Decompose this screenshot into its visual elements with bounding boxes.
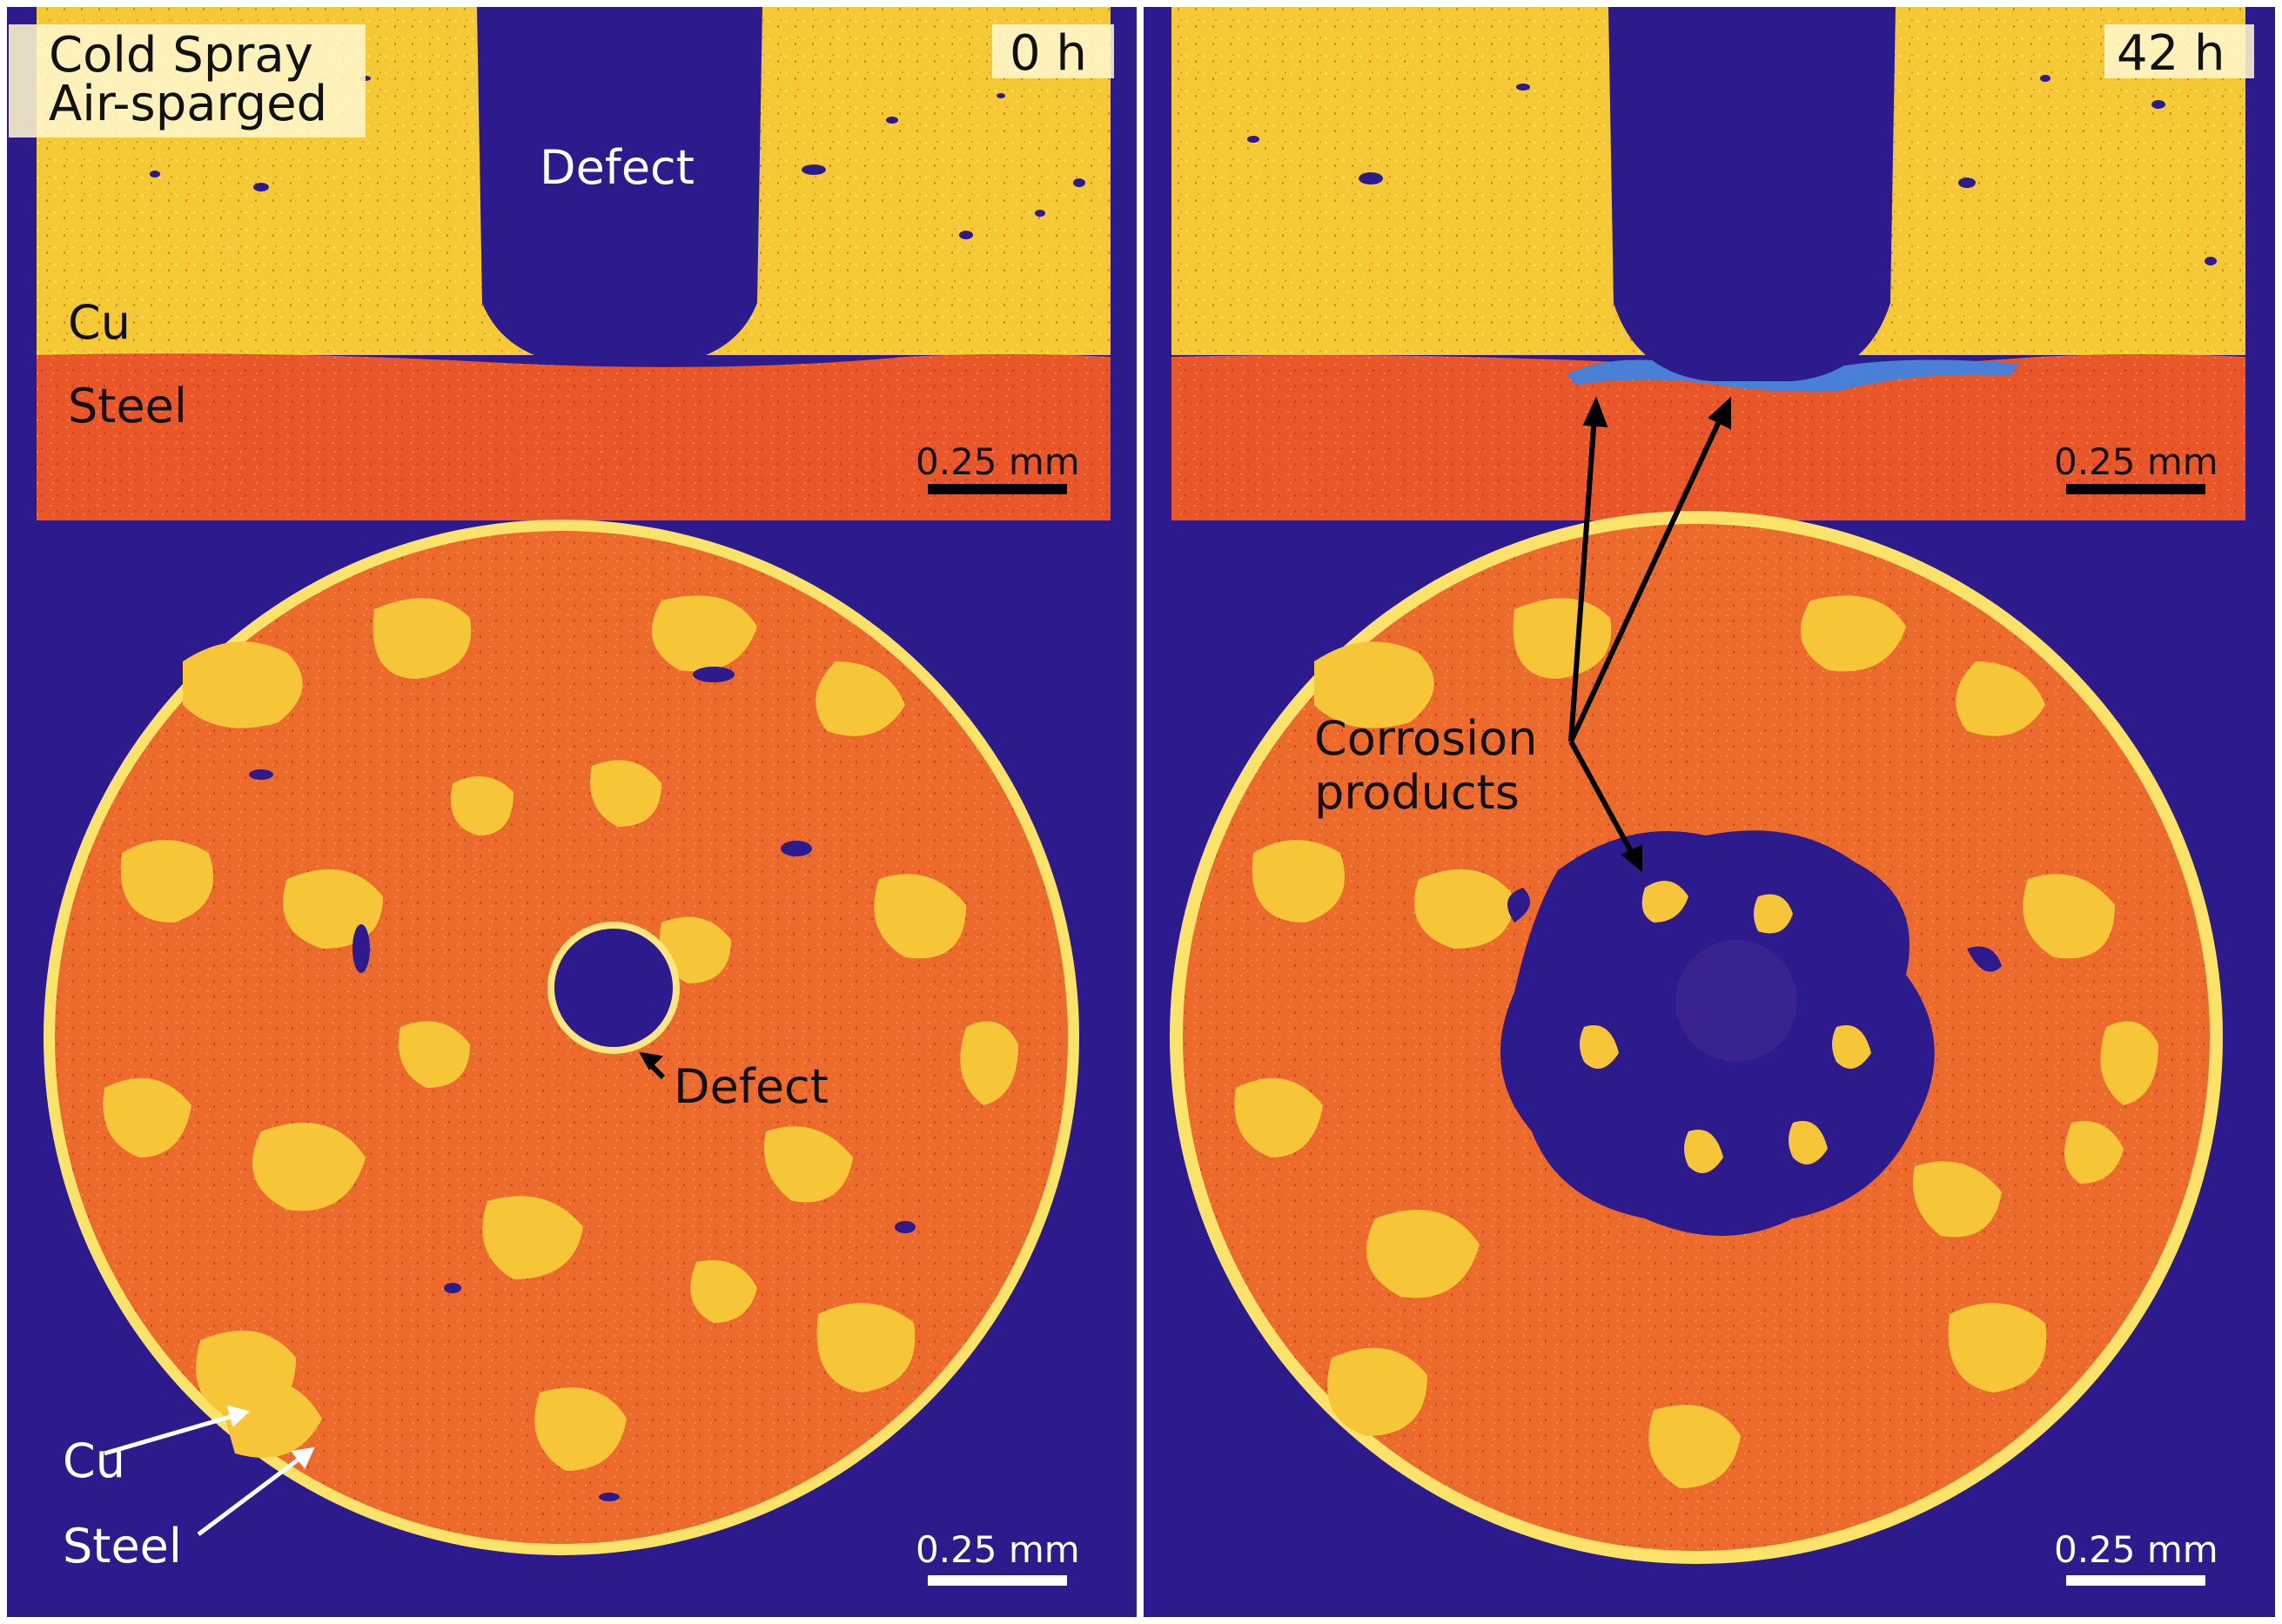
cross-section-42h	[1171, 7, 2245, 520]
cross-section-0h	[37, 7, 1111, 520]
defect-label-top-view: Defect	[674, 1059, 829, 1114]
panel-divider	[1137, 7, 1144, 1617]
scale-bar-top-42h	[2066, 484, 2205, 494]
layer-label-cu-top: Cu	[68, 295, 131, 350]
top-view-42h	[1170, 511, 2223, 1564]
scale-bar-bottom-0h	[928, 1575, 1067, 1586]
defect-cavity-0h	[477, 7, 762, 366]
scale-bar-top-0h	[928, 484, 1067, 494]
condition-badge	[9, 24, 366, 138]
scale-label-bottom-42h: 0.25 mm	[2054, 1528, 2218, 1571]
steel-arrow	[197, 1446, 315, 1536]
scale-label-top-42h: 0.25 mm	[2054, 440, 2218, 483]
panel-42h-image	[1144, 7, 2275, 1617]
scale-label-top-0h: 0.25 mm	[916, 440, 1080, 483]
corrosion-arrows	[1568, 396, 1731, 873]
defect-label-cross-section: Defect	[540, 140, 695, 195]
defect-arrow-0h	[639, 1051, 666, 1080]
time-badge-0h	[992, 24, 1114, 78]
condition-line-1: Cold Spray	[49, 27, 313, 84]
bottom-label-cu: Cu	[63, 1433, 125, 1488]
condition-line-2: Air-sparged	[49, 76, 328, 132]
scale-label-bottom-0h: 0.25 mm	[916, 1528, 1080, 1571]
defect-cavity-42h	[1608, 7, 1896, 381]
time-badge-42h	[2104, 24, 2254, 78]
bottom-label-steel: Steel	[63, 1519, 182, 1574]
panel-0h-image	[7, 7, 1137, 1617]
time-label-0h: 0 h	[1010, 25, 1087, 82]
defect-hole-0h	[554, 929, 673, 1047]
top-view-0h	[44, 520, 1079, 1555]
cu-arrow	[104, 1405, 251, 1456]
scale-bar-bottom-42h	[2066, 1575, 2205, 1586]
layer-label-steel-top: Steel	[68, 379, 187, 433]
time-label-42h: 42 h	[2117, 25, 2225, 82]
annotation-line-2: products	[1314, 765, 1520, 820]
annotation-line-1: Corrosion	[1314, 711, 1538, 766]
